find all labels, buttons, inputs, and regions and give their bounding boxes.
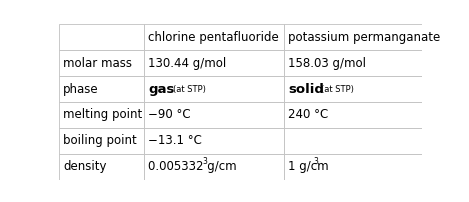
Text: phase: phase <box>63 83 98 96</box>
Text: (at STP): (at STP) <box>173 85 206 94</box>
Bar <box>284 76 422 102</box>
Bar <box>284 128 422 154</box>
Text: 3: 3 <box>313 157 318 166</box>
Bar <box>144 154 284 180</box>
Text: 1 g/cm: 1 g/cm <box>288 160 329 173</box>
Bar <box>284 154 422 180</box>
Text: 158.03 g/mol: 158.03 g/mol <box>288 57 366 70</box>
Text: 3: 3 <box>203 157 208 166</box>
Bar <box>59 154 144 180</box>
Bar <box>59 128 144 154</box>
Text: 0.005332 g/cm: 0.005332 g/cm <box>148 160 237 173</box>
Bar <box>144 24 284 50</box>
Bar <box>144 128 284 154</box>
Text: gas: gas <box>148 83 175 96</box>
Bar <box>59 76 144 102</box>
Text: 240 °C: 240 °C <box>288 108 329 121</box>
Bar <box>284 102 422 128</box>
Text: chlorine pentafluoride: chlorine pentafluoride <box>148 31 279 44</box>
Text: 130.44 g/mol: 130.44 g/mol <box>148 57 227 70</box>
Text: density: density <box>63 160 106 173</box>
Bar <box>144 102 284 128</box>
Text: melting point: melting point <box>63 108 142 121</box>
Text: potassium permanganate: potassium permanganate <box>288 31 440 44</box>
Text: −13.1 °C: −13.1 °C <box>148 134 202 147</box>
Text: boiling point: boiling point <box>63 134 137 147</box>
Bar <box>284 24 422 50</box>
Bar <box>284 50 422 76</box>
Bar <box>59 102 144 128</box>
Bar <box>144 50 284 76</box>
Bar <box>144 76 284 102</box>
Text: solid: solid <box>288 83 324 96</box>
Bar <box>59 24 144 50</box>
Text: molar mass: molar mass <box>63 57 132 70</box>
Bar <box>59 50 144 76</box>
Text: −90 °C: −90 °C <box>148 108 191 121</box>
Text: (at STP): (at STP) <box>321 85 354 94</box>
